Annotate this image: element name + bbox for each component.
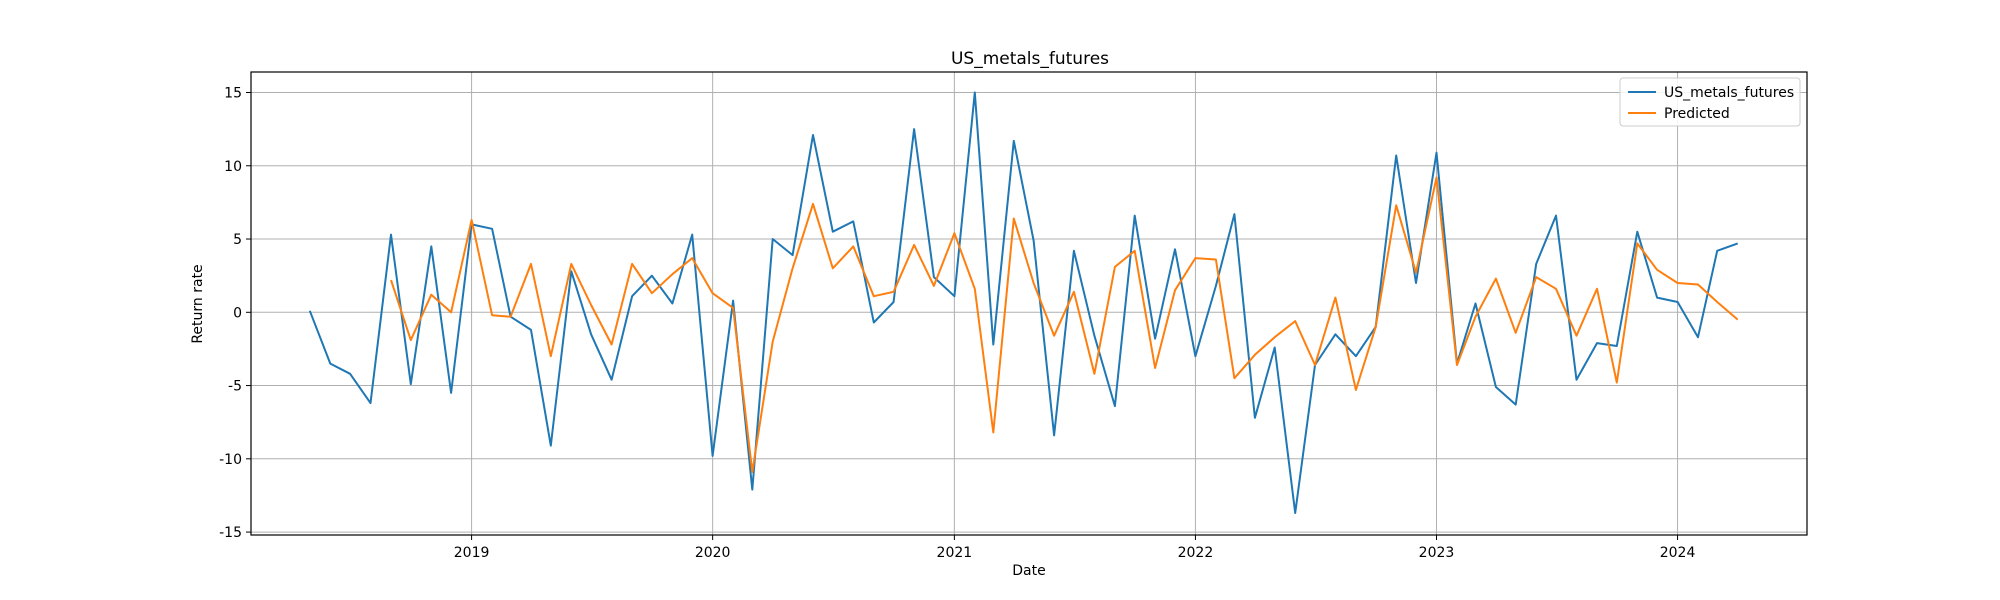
chart-title: US_metals_futures <box>951 49 1109 69</box>
y-tick-label: -15 <box>219 525 242 541</box>
y-tick-label: 10 <box>224 159 242 175</box>
x-axis-label: Date <box>1012 563 1045 579</box>
plot-frame <box>250 71 1808 536</box>
series-line-0 <box>308 91 1739 514</box>
y-tick-label: -5 <box>228 379 242 395</box>
x-tick-label: 2024 <box>1660 545 1696 561</box>
x-tick-label: 2023 <box>1419 545 1455 561</box>
legend: US_metals_futures Predicted <box>1619 77 1801 127</box>
x-tick-label: 2022 <box>1178 545 1214 561</box>
series-layer <box>308 91 1739 514</box>
y-tick-label: 0 <box>233 305 242 321</box>
y-axis: 15 10 5 0 -5 -10 -15 <box>219 86 251 541</box>
x-axis: 2019 2020 2021 2022 2023 2024 <box>454 535 1696 561</box>
x-tick-label: 2020 <box>695 545 731 561</box>
x-tick-label: 2021 <box>937 545 973 561</box>
legend-box <box>1619 77 1801 127</box>
x-tick-label: 2019 <box>454 545 490 561</box>
y-tick-label: -10 <box>219 452 242 468</box>
legend-label: Predicted <box>1664 106 1730 122</box>
y-tick-label: 15 <box>224 86 242 102</box>
grid <box>251 72 1807 535</box>
y-tick-label: 5 <box>233 232 242 248</box>
legend-label: US_metals_futures <box>1664 85 1794 101</box>
y-axis-label: Return rate <box>190 264 206 343</box>
series-line-1 <box>390 176 1739 473</box>
